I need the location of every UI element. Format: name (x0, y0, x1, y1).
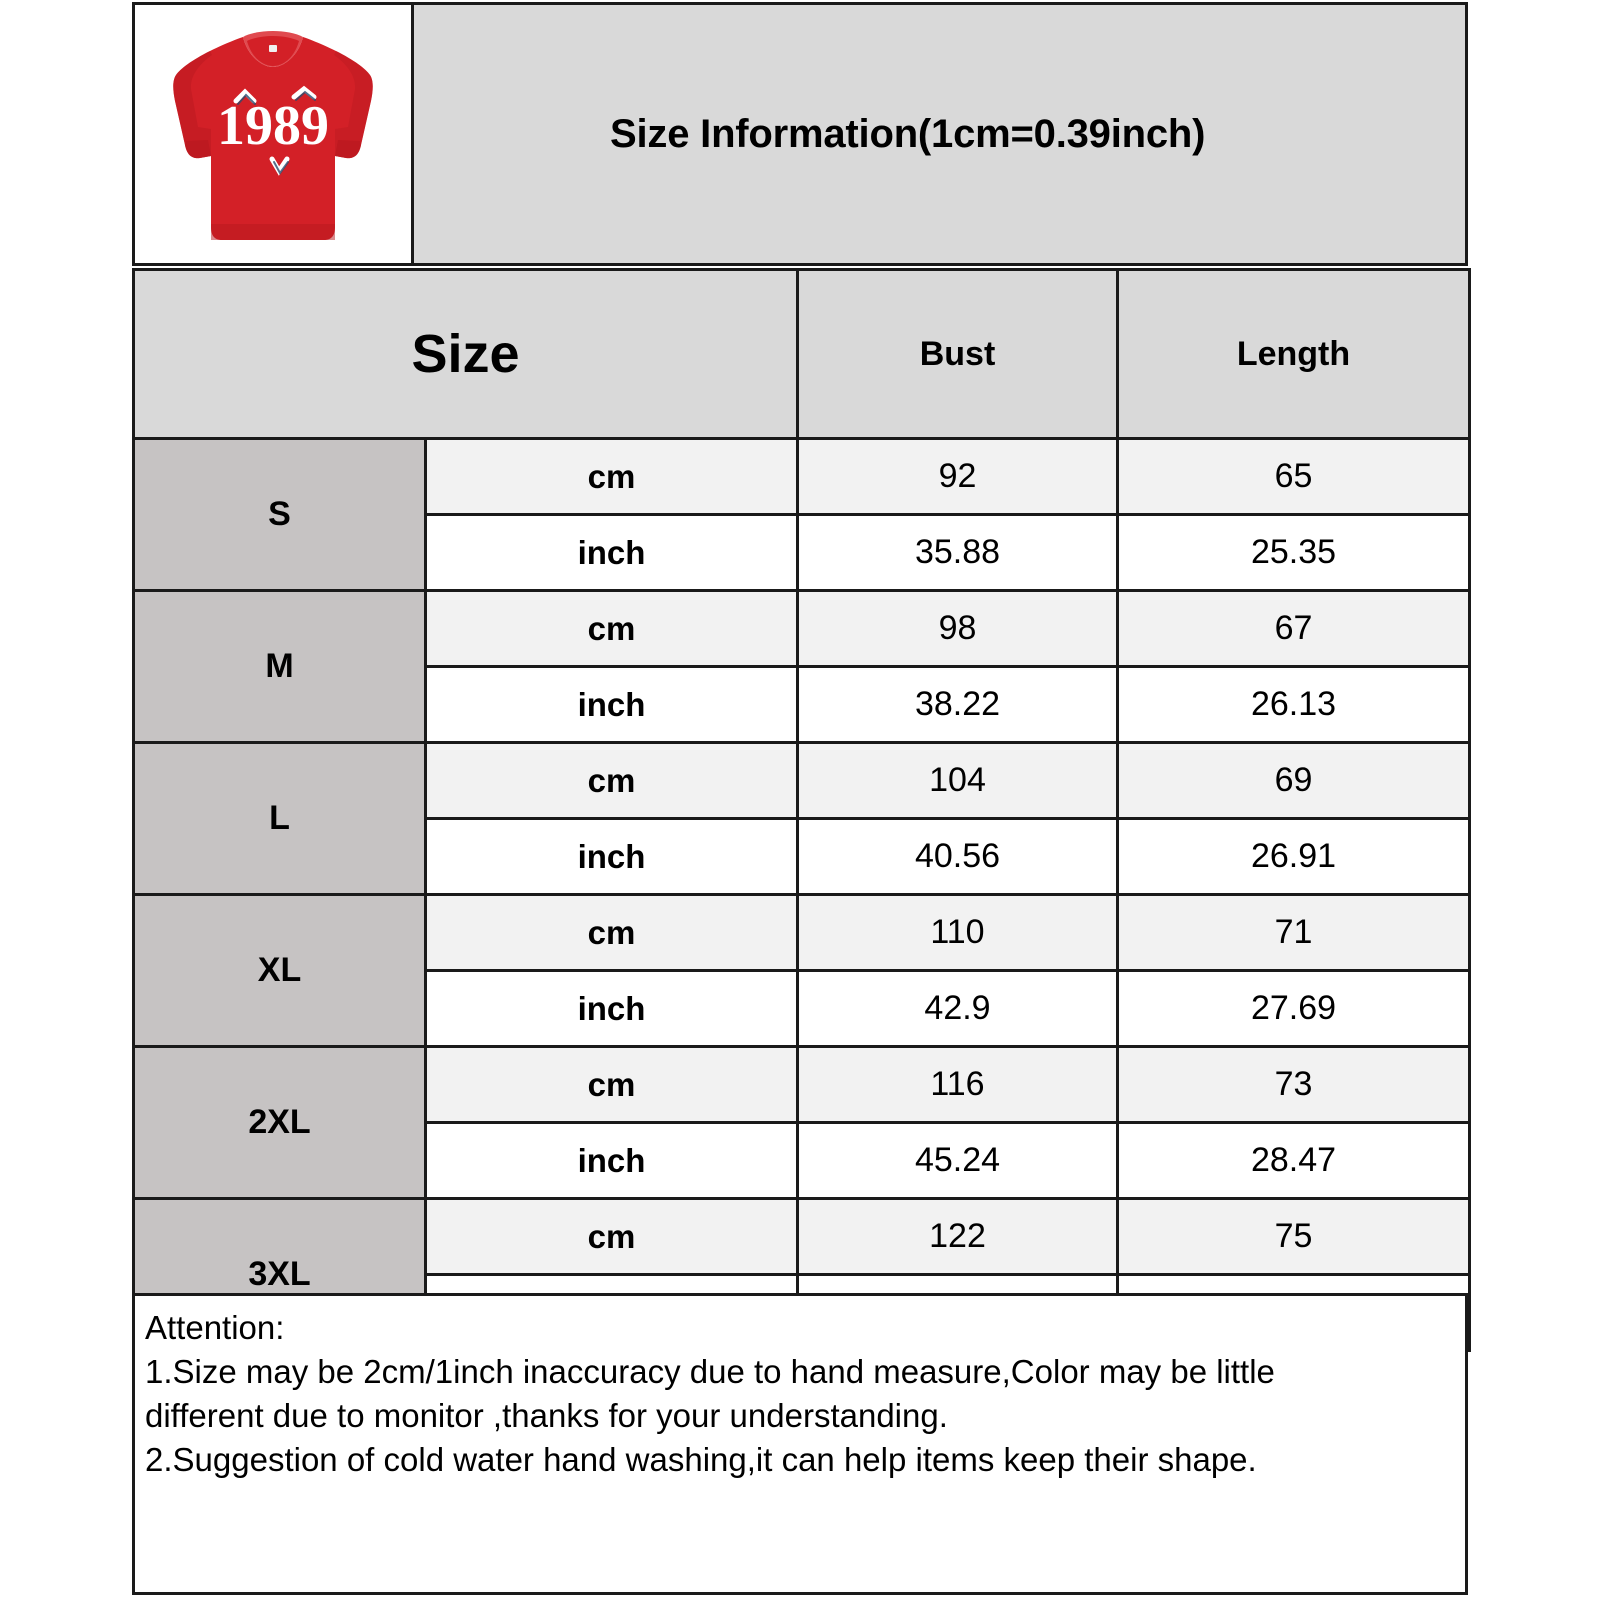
table-row: S cm 92 65 (132, 437, 1471, 592)
graphic-text-1989: 1989 (217, 95, 329, 157)
size-label-m: M (132, 589, 427, 744)
size-label-s: S (132, 437, 427, 592)
table-row: inch 35.88 25.35 (134, 513, 1471, 592)
length-cm-xl: 71 (1116, 893, 1471, 972)
table-header-row: Size Bust Length (132, 268, 1471, 440)
length-cm-3xl: 75 (1116, 1197, 1471, 1276)
bust-cm-m: 98 (796, 589, 1119, 668)
red-sweatshirt-photo: 1989 (173, 31, 373, 240)
table-row: L cm 104 69 (132, 741, 1471, 896)
unit-label-cm: cm (424, 893, 799, 972)
bust-inch-xl: 42.9 (796, 969, 1119, 1048)
length-inch-xl: 27.69 (1116, 969, 1471, 1048)
table-row: 3XL cm 122 75 (132, 1197, 1471, 1352)
bust-inch-2xl: 45.24 (796, 1121, 1119, 1200)
attention-note-1-line-2: different due to monitor ,thanks for you… (145, 1396, 948, 1434)
unit-label-inch: inch (424, 1121, 799, 1200)
unit-label-cm: cm (424, 1197, 799, 1276)
unit-label-cm: cm (424, 589, 799, 668)
size-chart-table: Size Bust Length S cm 92 65 inch 35.88 2… (132, 268, 1471, 1352)
header-banner: 1989 Size Information(1cm=0.39inch) (132, 2, 1468, 266)
length-inch-s: 25.35 (1116, 513, 1471, 592)
length-inch-m: 26.13 (1116, 665, 1471, 744)
bust-cm-2xl: 116 (796, 1045, 1119, 1124)
product-image-cell: 1989 (132, 2, 414, 266)
column-header-bust: Bust (796, 268, 1119, 440)
table-row: 2XL cm 116 73 (132, 1045, 1471, 1200)
unit-label-cm: cm (424, 437, 799, 516)
table-row: inch 40.56 26.91 (134, 817, 1471, 896)
unit-label-inch: inch (424, 513, 799, 592)
unit-label-inch: inch (424, 969, 799, 1048)
table-row: inch 45.24 28.47 (134, 1121, 1471, 1200)
attention-box: Attention: 1.Size may be 2cm/1inch inacc… (132, 1293, 1468, 1595)
bust-inch-s: 35.88 (796, 513, 1119, 592)
table-row: inch 42.9 27.69 (134, 969, 1471, 1048)
length-cm-m: 67 (1116, 589, 1471, 668)
table-row: inch 38.22 26.13 (134, 665, 1471, 744)
table-row: M cm 98 67 (132, 589, 1471, 744)
bust-cm-l: 104 (796, 741, 1119, 820)
attention-heading: Attention: (145, 1309, 285, 1346)
length-cm-l: 69 (1116, 741, 1471, 820)
length-cm-2xl: 73 (1116, 1045, 1471, 1124)
title-cell: Size Information(1cm=0.39inch) (414, 2, 1468, 266)
page-title: Size Information(1cm=0.39inch) (610, 111, 1206, 156)
unit-label-inch: inch (424, 817, 799, 896)
length-inch-l: 26.91 (1116, 817, 1471, 896)
bust-inch-l: 40.56 (796, 817, 1119, 896)
length-inch-2xl: 28.47 (1116, 1121, 1471, 1200)
size-label-l: L (132, 741, 427, 896)
attention-note-2: 2.Suggestion of cold water hand washing,… (145, 1440, 1257, 1478)
bust-cm-3xl: 122 (796, 1197, 1119, 1276)
size-label-xl: XL (132, 893, 427, 1048)
table-row: XL cm 110 71 (132, 893, 1471, 1048)
size-label-2xl: 2XL (132, 1045, 427, 1200)
unit-label-inch: inch (424, 665, 799, 744)
attention-note-1-line-1: 1.Size may be 2cm/1inch inaccuracy due t… (145, 1352, 1275, 1390)
bust-cm-s: 92 (796, 437, 1119, 516)
unit-label-cm: cm (424, 1045, 799, 1124)
column-header-size: Size (132, 268, 799, 440)
bust-inch-m: 38.22 (796, 665, 1119, 744)
column-header-length: Length (1116, 268, 1471, 440)
bust-cm-xl: 110 (796, 893, 1119, 972)
length-cm-s: 65 (1116, 437, 1471, 516)
unit-label-cm: cm (424, 741, 799, 820)
